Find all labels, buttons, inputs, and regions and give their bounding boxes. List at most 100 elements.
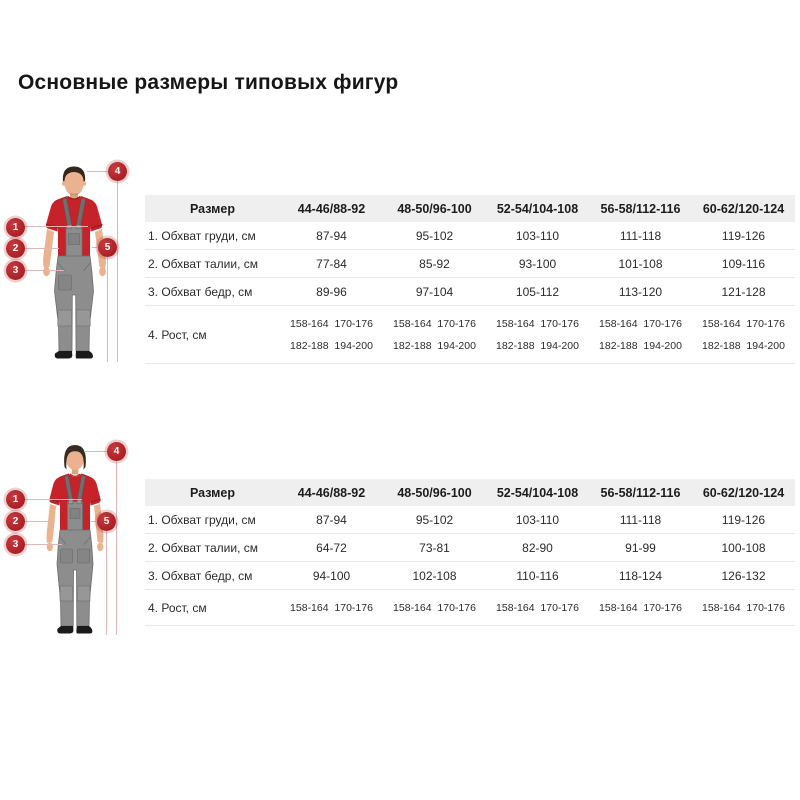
size-column-header: 56-58/112-116: [589, 195, 692, 222]
measurement-value: 94-100: [280, 561, 383, 590]
table-row: 4. Рост, см 158-164 170-176 182-188 194-20…: [145, 305, 795, 364]
measure-line-height-top: [84, 451, 107, 452]
measure-line-waist: [25, 248, 59, 249]
measurement-value: 111-118: [589, 506, 692, 534]
knee-patch-right: [75, 309, 91, 327]
knee-patch-left: [57, 309, 73, 327]
measurement-label: 3. Обхват бедр, см: [145, 561, 280, 590]
face: [66, 448, 84, 470]
measurement-value: 73-81: [383, 533, 486, 562]
measurement-value: 103-110: [486, 222, 589, 250]
measurement-value: 101-108: [589, 249, 692, 278]
measurement-value: 158-164 170-176 182-188 194-200: [589, 305, 692, 364]
measurement-value: 158-164 170-176: [280, 589, 383, 626]
measurement-value: 77-84: [280, 249, 383, 278]
hand-right: [97, 542, 104, 552]
measurement-value: 118-124: [589, 561, 692, 590]
measurement-label: 1. Обхват груди, см: [145, 506, 280, 534]
size-label-header: Размер: [145, 479, 280, 506]
measurement-value: 102-108: [383, 561, 486, 590]
ear-left: [61, 181, 66, 186]
measurement-value: 158-164 170-176 182-188 194-200: [383, 305, 486, 364]
measurement-value: 105-112: [486, 277, 589, 306]
measurement-value: 87-94: [280, 222, 383, 250]
measurement-value: 87-94: [280, 506, 383, 534]
women-sizes-table: Размер 44-46/88-92 48-50/96-100 52-54/104-1…: [145, 479, 795, 626]
measurement-value: 158-164 170-176: [486, 589, 589, 626]
table-row: 2. Обхват талии, см 77-84 85-92 93-100 101-1…: [145, 249, 795, 278]
measure-line-side-vertical: [107, 257, 108, 362]
measure-line-side-vertical: [106, 531, 107, 635]
overalls-trousers: [56, 529, 94, 627]
measure-line-side: [92, 247, 98, 248]
measurement-value: 89-96: [280, 277, 383, 306]
size-column-header: 56-58/112-116: [589, 479, 692, 506]
marker-4-height: 4: [108, 162, 127, 181]
measurement-value: 85-92: [383, 249, 486, 278]
measure-line-height-top: [87, 171, 108, 172]
measure-line-side: [91, 521, 97, 522]
measurement-value: 95-102: [383, 222, 486, 250]
measurement-value: 119-126: [692, 506, 795, 534]
table-row: 2. Обхват талии, см 64-72 73-81 82-90 91-99 1…: [145, 533, 795, 562]
measure-line-hips: [24, 544, 62, 545]
measurement-value: 110-116: [486, 561, 589, 590]
female-figure-illustration: [46, 445, 104, 634]
measurement-value: 158-164 170-176: [589, 589, 692, 626]
measurement-value: 91-99: [589, 533, 692, 562]
shoe-left: [57, 626, 74, 634]
measurement-value: 158-164 170-176: [692, 589, 795, 626]
knee-patch-left: [59, 585, 74, 602]
measurement-value: 158-164 170-176 182-188 194-200: [280, 305, 383, 364]
measurement-value: 113-120: [589, 277, 692, 306]
marker-5-side: 5: [97, 512, 116, 531]
bob-hair: [64, 445, 86, 470]
marker-1-chest: 1: [6, 218, 25, 237]
measure-line-height-vertical: [117, 181, 118, 362]
hip-pocket-left: [59, 536, 67, 545]
table-row: 1. Обхват груди, см 87-94 95-102 103-110 111…: [145, 506, 795, 534]
measure-line-waist: [25, 521, 55, 522]
collar: [67, 196, 81, 200]
page-title: Основные размеры типовых фигур: [18, 71, 399, 94]
thigh-pocket-right: [77, 548, 90, 564]
marker-2-waist: 2: [6, 239, 25, 258]
shoe-left: [54, 351, 73, 359]
hip-pocket-right: [83, 536, 91, 545]
collar: [69, 473, 81, 477]
measurement-value: 119-126: [692, 222, 795, 250]
table-row: 3. Обхват бедр, см 94-100 102-108 110-116 11…: [145, 561, 795, 590]
measurement-value: 158-164 170-176 182-188 194-200: [692, 305, 795, 364]
table-row: 3. Обхват бедр, см 89-96 97-104 105-112 113-…: [145, 277, 795, 306]
men-sizes-table: Размер 44-46/88-92 48-50/96-100 52-54/104-1…: [145, 195, 795, 364]
shoe-right: [75, 351, 94, 359]
measurement-label: 1. Обхват груди, см: [145, 222, 280, 250]
marker-2-waist: 2: [6, 512, 25, 531]
measurement-label: 2. Обхват талии, см: [145, 249, 280, 278]
neck: [71, 467, 79, 475]
measurement-value: 103-110: [486, 506, 589, 534]
size-column-header: 44-46/88-92: [280, 479, 383, 506]
bib-pocket: [68, 233, 80, 245]
knee-patch-right: [76, 585, 91, 602]
marker-1-chest: 1: [6, 490, 25, 509]
marker-4-height: 4: [107, 442, 126, 461]
sleeve-hem-right: [90, 498, 101, 503]
sleeve-hem-right: [91, 224, 103, 229]
hair: [62, 166, 86, 184]
marker-5-side: 5: [98, 238, 117, 257]
hip-pocket-right: [83, 262, 91, 272]
measurement-value: 109-116: [692, 249, 795, 278]
hip-pocket-left: [57, 262, 65, 272]
marker-3-hips: 3: [6, 535, 25, 554]
measurement-value: 158-164 170-176 182-188 194-200: [486, 305, 589, 364]
buckle-right: [76, 499, 82, 505]
measurement-value: 64-72: [280, 533, 383, 562]
size-column-header: 60-62/120-124: [692, 479, 795, 506]
size-column-header: 60-62/120-124: [692, 195, 795, 222]
measure-line-hips: [25, 270, 64, 271]
measurement-value: 121-128: [692, 277, 795, 306]
measurement-value: 82-90: [486, 533, 589, 562]
size-column-header: 52-54/104-108: [486, 479, 589, 506]
arm-left: [46, 504, 56, 543]
